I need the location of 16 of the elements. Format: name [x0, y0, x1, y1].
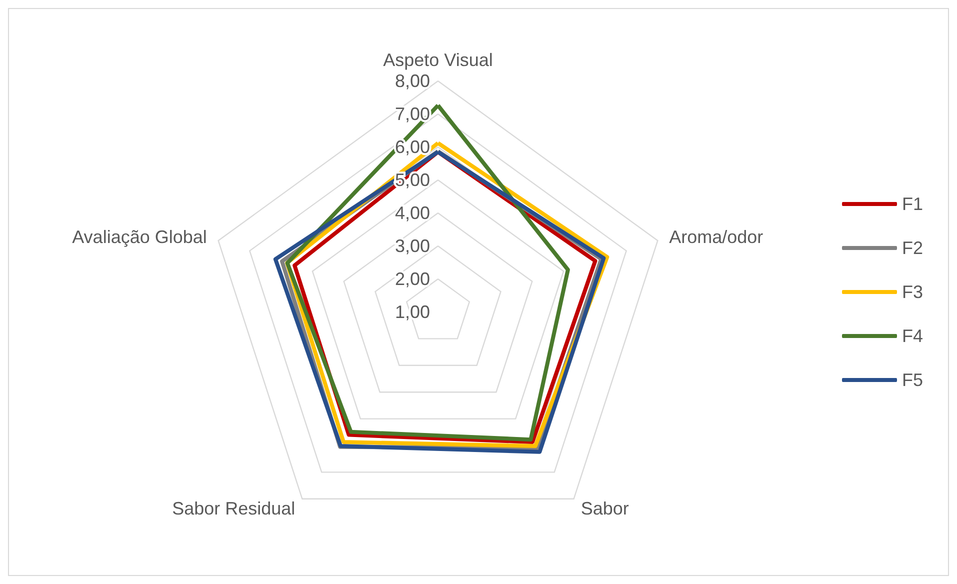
y-tick-label: 1,00 [394, 302, 430, 322]
legend-label: F1 [902, 194, 924, 214]
legend-label: F5 [902, 370, 924, 390]
y-tick-label: 8,00 [394, 71, 430, 91]
legend-label: F3 [902, 282, 924, 302]
legend-label: F4 [902, 326, 924, 346]
y-tick-label: 3,00 [394, 236, 430, 256]
spoke-label: Aspeto Visual [383, 50, 493, 70]
legend-label: F2 [902, 238, 924, 258]
y-tick-label: 2,00 [394, 269, 430, 289]
spoke-label: Sabor [580, 498, 629, 519]
spoke-label: Sabor Residual [172, 498, 296, 519]
spoke-label: Aroma/odor [669, 226, 764, 247]
y-tick-label: 4,00 [394, 203, 430, 223]
spoke-label: Avaliação Global [72, 226, 207, 247]
y-tick-label: 7,00 [394, 104, 430, 124]
